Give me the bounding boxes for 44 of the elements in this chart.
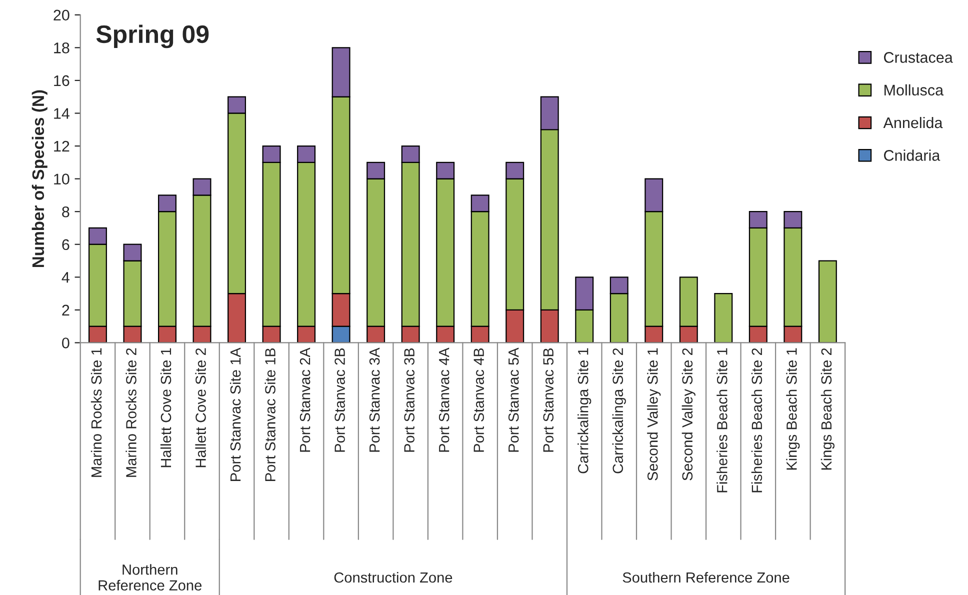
y-tick-label: 4 — [62, 272, 70, 283]
bar — [818, 260, 837, 343]
x-tick-label: Second Valley Site 1 — [647, 348, 661, 480]
x-tick-label: Port Stanvac 2A — [300, 348, 310, 452]
x-tick-label: Carrickalinga Site 2 — [612, 348, 626, 474]
x-tick-label: Port Stanvac 2B — [334, 348, 345, 452]
x-tick-label: Kings Beach Site 2 — [820, 348, 834, 470]
y-tick-label: 6 — [62, 239, 70, 250]
legend-label: Cnidaria — [884, 150, 940, 161]
text: Construction Zone — [334, 572, 452, 583]
x-tick-label: Second Valley Site 2 — [682, 348, 696, 480]
legend-label: Crustacea — [884, 52, 953, 63]
bar — [714, 292, 733, 343]
x-tick-label: Port Stanvac Site 1A — [230, 348, 241, 481]
x-tick-label: Hallett Cove Site 2 — [195, 348, 206, 468]
x-tick-label: Port Stanvac 3B — [404, 348, 414, 452]
x-tick-label: Fisheries Beach Site 1 — [716, 348, 728, 492]
x-tick-label: Port Stanvac 5B — [543, 348, 554, 452]
chart-title: Spring 09 — [96, 24, 209, 48]
y-tick-label: 2 — [62, 304, 70, 316]
x-tick-label: Marino Rocks Site 2 — [126, 348, 136, 477]
y-tick-label: 20 — [54, 10, 70, 21]
y-tick-label: 8 — [62, 206, 70, 218]
text: Southern Reference Zone — [622, 572, 790, 583]
y-tick-label: 16 — [54, 75, 70, 86]
y-axis-title: Number of Species (N) — [32, 90, 48, 268]
x-tick-label: Port Stanvac 3A — [369, 348, 380, 452]
y-tick-label: 14 — [54, 108, 70, 119]
y-tick-label: 18 — [54, 42, 70, 54]
x-tick-label: Port Stanvac 4A — [438, 348, 450, 452]
x-tick-label: Port Stanvac 5A — [508, 348, 519, 452]
x-tick-label: Kings Beach Site 1 — [786, 348, 800, 470]
x-tick-label: Marino Rocks Site 1 — [90, 348, 102, 477]
x-tick-label: Carrickalinga Site 1 — [578, 348, 592, 474]
x-tick-label: Fisheries Beach Site 2 — [751, 348, 762, 492]
y-tick-label: 10 — [54, 174, 70, 184]
x-tick-label: Hallett Cove Site 1 — [160, 348, 172, 468]
legend-label: Annelida — [883, 116, 943, 128]
y-tick-label: 12 — [54, 140, 70, 152]
legend-label: Mollusca — [884, 84, 944, 96]
text: Northern Reference Zone — [98, 564, 202, 591]
x-tick-label: Port Stanvac 4B — [474, 348, 484, 452]
x-tick-label: Port Stanvac Site 1B — [264, 348, 276, 481]
y-tick-label: 0 — [62, 338, 70, 348]
